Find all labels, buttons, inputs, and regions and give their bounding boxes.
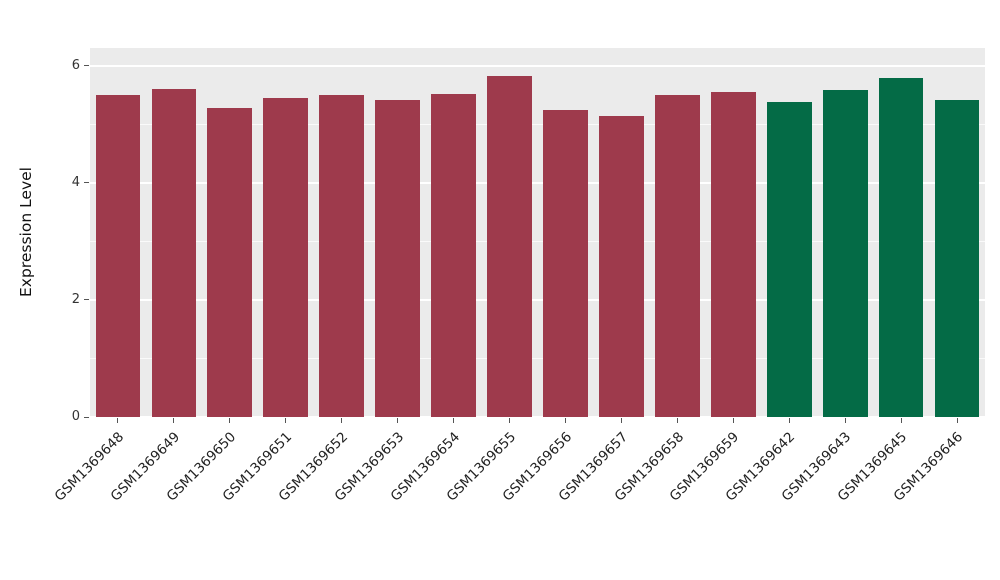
xtick-mark-GSM1369658 — [676, 418, 678, 423]
bar-GSM1369659 — [710, 91, 756, 417]
bar-GSM1369653 — [375, 99, 421, 417]
xtick-mark-GSM1369645 — [900, 418, 902, 423]
ytick-label-2: 2 — [71, 291, 80, 307]
bar-GSM1369646 — [934, 99, 980, 417]
ytick-mark-0 — [84, 416, 89, 418]
gridline-minor-y3 — [90, 240, 985, 242]
ytick-label-0: 0 — [71, 409, 80, 424]
ytick-mark-2 — [84, 299, 89, 301]
xtick-mark-GSM1369650 — [229, 418, 231, 423]
xtick-mark-GSM1369651 — [285, 418, 287, 423]
gridline-major-y0 — [90, 416, 985, 418]
plot-area — [90, 48, 985, 418]
bar-GSM1369645 — [878, 78, 924, 417]
ytick-mark-6 — [84, 65, 89, 67]
bar-GSM1369650 — [207, 108, 253, 417]
gridline-major-y6 — [90, 64, 985, 67]
xtick-mark-GSM1369659 — [732, 418, 734, 423]
gridline-major-y4 — [90, 181, 985, 184]
bar-GSM1369643 — [822, 90, 868, 417]
bar-GSM1369651 — [263, 97, 309, 417]
bar-GSM1369648 — [95, 94, 141, 417]
xtick-mark-GSM1369643 — [844, 418, 846, 423]
gridline-minor-y1 — [90, 357, 985, 359]
ytick-label-4: 4 — [71, 174, 80, 190]
gridline-major-y2 — [90, 298, 985, 301]
xtick-mark-GSM1369657 — [620, 418, 622, 423]
xtick-mark-GSM1369648 — [117, 418, 119, 423]
bar-GSM1369657 — [599, 115, 644, 417]
xtick-mark-GSM1369642 — [788, 418, 790, 423]
xtick-mark-GSM1369654 — [453, 418, 455, 423]
bar-GSM1369654 — [431, 93, 476, 417]
xtick-mark-GSM1369646 — [956, 418, 958, 423]
ytick-mark-4 — [84, 182, 89, 184]
xtick-mark-GSM1369652 — [341, 418, 343, 423]
xtick-mark-GSM1369653 — [397, 418, 399, 423]
bar-GSM1369655 — [487, 76, 532, 417]
y-axis-label: Expression Level — [17, 167, 35, 297]
xtick-mark-GSM1369655 — [509, 418, 511, 423]
bar-GSM1369642 — [766, 101, 812, 417]
bar-GSM1369652 — [319, 94, 365, 417]
bar-GSM1369658 — [654, 94, 700, 417]
ytick-label-6: 6 — [71, 57, 80, 73]
bar-GSM1369656 — [543, 110, 588, 417]
xtick-mark-GSM1369656 — [564, 418, 566, 423]
bar-GSM1369649 — [151, 89, 197, 417]
gridline-minor-y5 — [90, 123, 985, 125]
xtick-mark-GSM1369649 — [173, 418, 175, 423]
